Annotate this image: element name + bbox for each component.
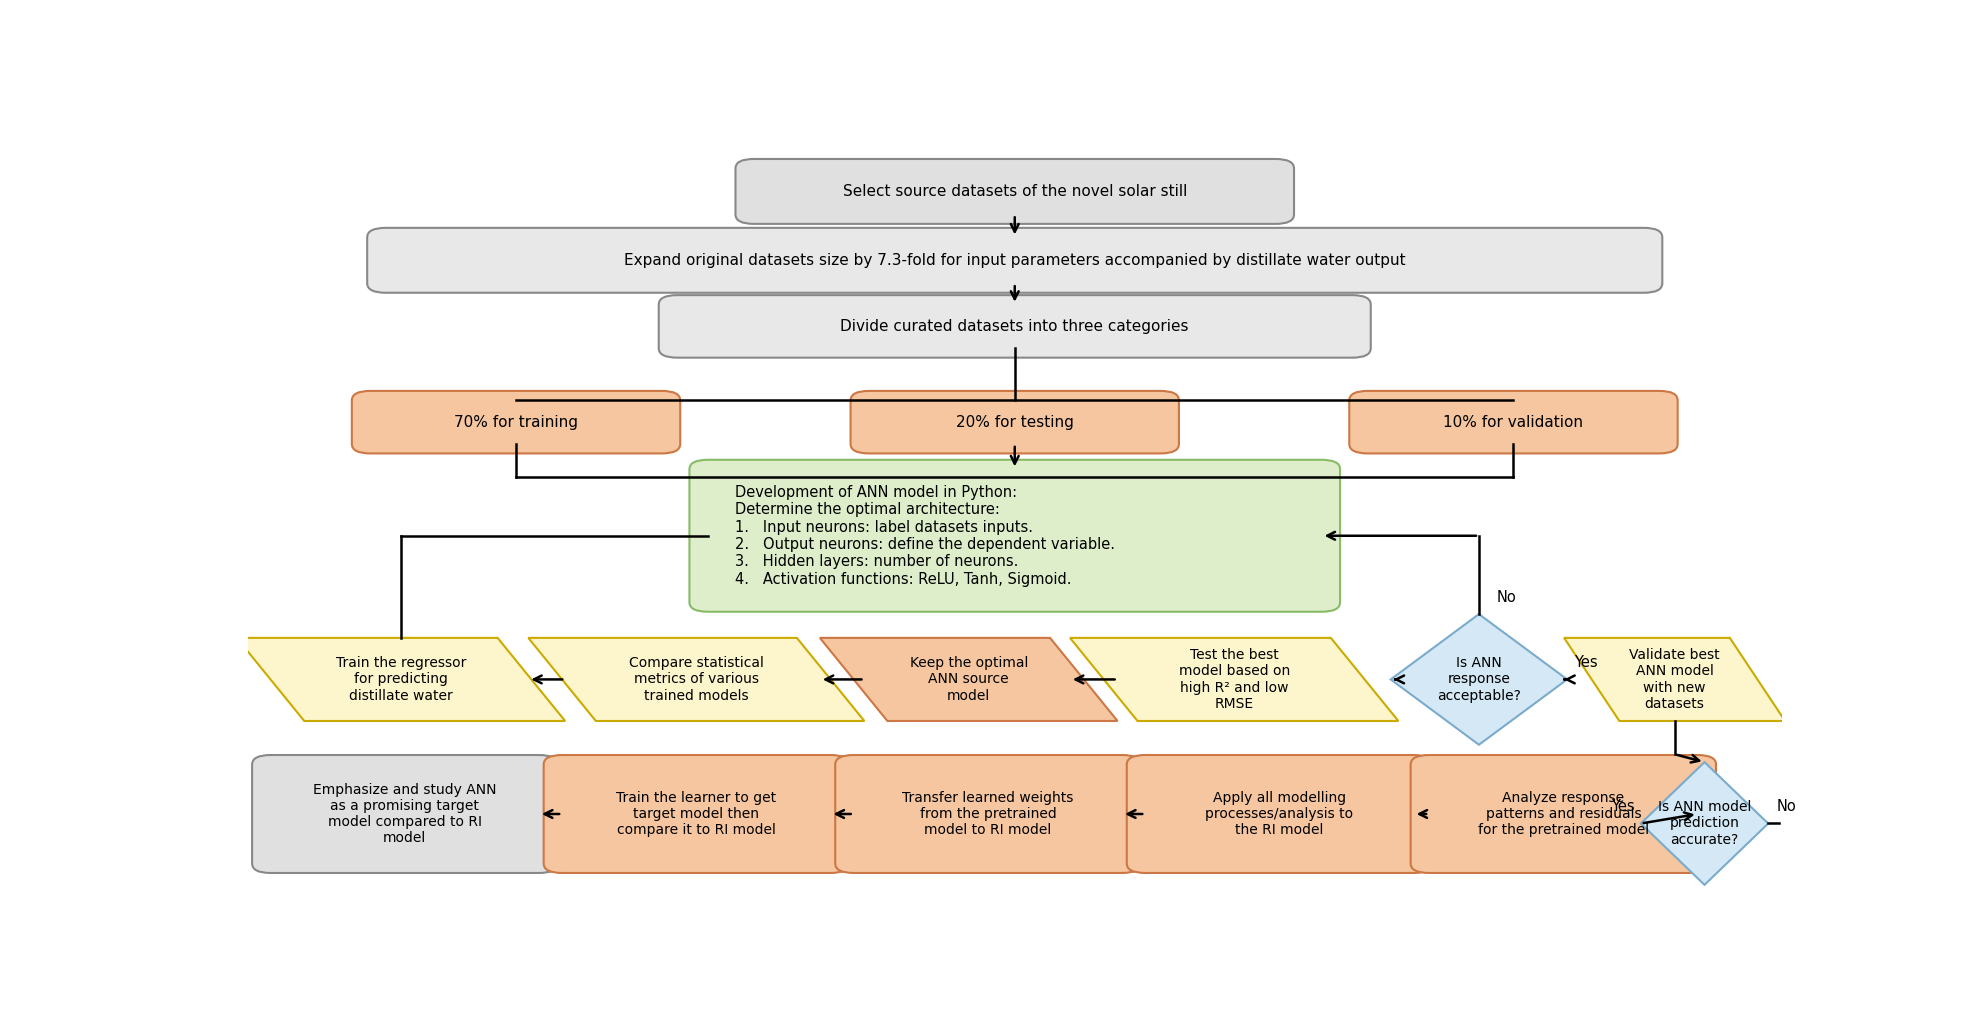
Text: Apply all modelling
processes/analysis to
the RI model: Apply all modelling processes/analysis t…: [1206, 791, 1354, 837]
FancyBboxPatch shape: [659, 295, 1370, 358]
Text: Yes: Yes: [1574, 655, 1598, 670]
FancyBboxPatch shape: [735, 159, 1295, 224]
Text: Emphasize and study ANN
as a promising target
model compared to RI
model: Emphasize and study ANN as a promising t…: [313, 782, 497, 845]
Polygon shape: [238, 637, 564, 721]
Text: 70% for training: 70% for training: [453, 414, 578, 430]
FancyBboxPatch shape: [689, 460, 1340, 612]
Polygon shape: [820, 637, 1117, 721]
FancyBboxPatch shape: [851, 391, 1178, 453]
Text: Train the learner to get
target model then
compare it to RI model: Train the learner to get target model th…: [616, 791, 776, 837]
Text: Analyze response
patterns and residuals
for the pretrained model: Analyze response patterns and residuals …: [1477, 791, 1649, 837]
Text: Yes: Yes: [1610, 799, 1633, 814]
Text: Development of ANN model in Python:
Determine the optimal architecture:
1.   Inp: Development of ANN model in Python: Dete…: [735, 485, 1115, 587]
Text: Expand original datasets size by 7.3-fold for input parameters accompanied by di: Expand original datasets size by 7.3-fol…: [624, 253, 1406, 268]
Text: Is ANN
response
acceptable?: Is ANN response acceptable?: [1437, 656, 1521, 702]
Text: Validate best
ANN model
with new
datasets: Validate best ANN model with new dataset…: [1630, 648, 1721, 710]
FancyBboxPatch shape: [544, 755, 849, 873]
Text: No: No: [1776, 799, 1796, 814]
Polygon shape: [1564, 637, 1786, 721]
Text: 20% for testing: 20% for testing: [956, 414, 1073, 430]
Text: Compare statistical
metrics of various
trained models: Compare statistical metrics of various t…: [630, 656, 764, 702]
Text: Keep the optimal
ANN source
model: Keep the optimal ANN source model: [909, 656, 1028, 702]
FancyBboxPatch shape: [1410, 755, 1717, 873]
Text: Select source datasets of the novel solar still: Select source datasets of the novel sola…: [843, 184, 1186, 199]
Polygon shape: [1641, 762, 1768, 885]
FancyBboxPatch shape: [836, 755, 1140, 873]
Polygon shape: [1390, 614, 1568, 744]
Text: Is ANN model
prediction
accurate?: Is ANN model prediction accurate?: [1657, 800, 1750, 847]
FancyBboxPatch shape: [1348, 391, 1677, 453]
Text: Divide curated datasets into three categories: Divide curated datasets into three categ…: [840, 319, 1190, 334]
FancyBboxPatch shape: [352, 391, 681, 453]
Polygon shape: [1069, 637, 1398, 721]
FancyBboxPatch shape: [251, 755, 558, 873]
Text: Test the best
model based on
high R² and low
RMSE: Test the best model based on high R² and…: [1178, 648, 1289, 710]
FancyBboxPatch shape: [366, 228, 1663, 293]
Text: Transfer learned weights
from the pretrained
model to RI model: Transfer learned weights from the pretra…: [903, 791, 1073, 837]
FancyBboxPatch shape: [1127, 755, 1432, 873]
Text: Train the regressor
for predicting
distillate water: Train the regressor for predicting disti…: [337, 656, 465, 702]
Polygon shape: [529, 637, 865, 721]
Text: 10% for validation: 10% for validation: [1443, 414, 1584, 430]
Text: No: No: [1497, 590, 1517, 604]
